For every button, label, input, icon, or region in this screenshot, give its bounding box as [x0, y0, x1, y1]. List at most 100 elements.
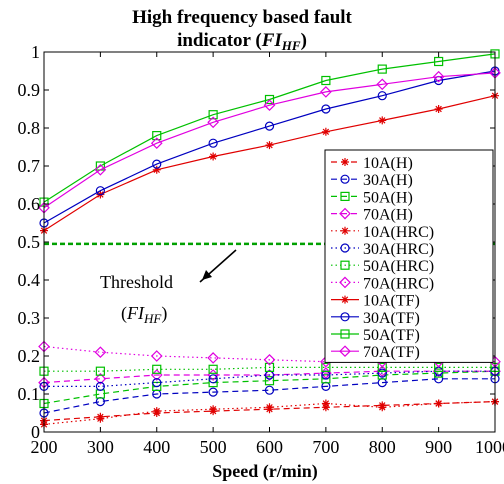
legend-item-70A(HRC): 70A(HRC) — [331, 275, 434, 292]
data-point-30A(HRC)-400 — [152, 378, 162, 388]
legend-marker — [339, 345, 351, 358]
x-tick-label: 300 — [87, 437, 114, 457]
legend-item-50A(TF): 50A(TF) — [331, 327, 420, 344]
series-30A(TF) — [39, 66, 500, 228]
y-tick-label: 0.7 — [18, 156, 41, 176]
legend-item-10A(TF): 10A(TF) — [331, 293, 420, 310]
data-point-50A(H)-500 — [208, 378, 218, 388]
legend-label: 10A(TF) — [363, 293, 420, 310]
y-tick-label: 0.6 — [18, 194, 41, 214]
data-point-10A(HRC)-400 — [152, 407, 161, 416]
data-point-10A(HRC)-500 — [209, 405, 218, 414]
data-point-10A(TF)-900 — [434, 105, 443, 113]
data-point-70A(HRC)-400 — [150, 350, 163, 362]
y-tick-label: 0.3 — [18, 308, 41, 328]
data-point-10A(HRC)-800 — [378, 403, 387, 412]
legend-marker — [340, 174, 350, 184]
threshold-arrow-head — [202, 270, 212, 280]
data-point-50A(TF)-500 — [208, 110, 218, 120]
series-line-30A(TF) — [43, 70, 496, 224]
legend-item-10A(HRC): 10A(HRC) — [331, 224, 434, 241]
legend-label: 10A(HRC) — [363, 224, 434, 241]
data-point-70A(TF)-900 — [432, 70, 445, 83]
data-point-10A(TF)-600 — [265, 141, 274, 150]
y-tick-label: 0.1 — [18, 384, 41, 404]
data-point-30A(TF)-800 — [377, 91, 387, 101]
data-point-70A(TF)-400 — [150, 137, 163, 150]
data-point-50A(TF)-800 — [377, 64, 387, 74]
legend-marker — [340, 329, 350, 339]
y-tick-label: 0.9 — [18, 80, 41, 100]
legend-item-30A(TF): 30A(TF) — [331, 310, 420, 327]
legend-item-10A(H): 10A(H) — [331, 155, 413, 172]
data-point-70A(TF)-700 — [320, 86, 332, 98]
data-point-10A(HRC)-700 — [321, 399, 330, 408]
data-point-10A(HRC)-900 — [434, 399, 443, 408]
data-point-70A(HRC)-300 — [94, 346, 107, 359]
legend-label: 70A(HRC) — [363, 275, 434, 292]
data-point-70A(H)-300 — [94, 372, 107, 385]
y-tick-label: 0 — [31, 422, 40, 442]
legend-marker — [339, 207, 351, 220]
legend-label: 30A(TF) — [363, 310, 420, 327]
x-tick-label: 200 — [31, 437, 58, 457]
data-point-30A(HRC)-500 — [208, 374, 218, 384]
y-tick-label: 0.4 — [18, 270, 41, 290]
data-point-70A(TF)-500 — [207, 116, 219, 129]
legend-label: 30A(HRC) — [363, 241, 434, 258]
axes: 0 0.1 0.2 0.3 0.4 0.5 0.6 0.7 0.8 0.9 1 200 300 400 50… — [18, 42, 504, 457]
legend-item-70A(H): 70A(H) — [331, 207, 413, 224]
legend-box — [324, 149, 494, 363]
data-point-30A(TF)-600 — [264, 121, 275, 131]
series-line-30A(HRC) — [44, 370, 495, 387]
legend-label: 10A(H) — [363, 155, 413, 172]
series-line-70A(TF) — [43, 72, 496, 209]
data-point-50A(TF)-600 — [264, 94, 275, 105]
series-line-50A(HRC) — [44, 366, 495, 372]
legend-marker — [340, 312, 350, 322]
legend-label: 50A(TF) — [363, 327, 420, 344]
legend-marker — [340, 243, 350, 253]
data-point-70A(HRC)-500 — [207, 352, 219, 364]
data-point-50A(H)-700 — [321, 374, 331, 384]
data-point-70A(HRC)-600 — [263, 353, 276, 366]
legend-item-30A(H): 30A(H) — [331, 172, 413, 189]
legend-marker — [341, 226, 349, 235]
series-70A(TF) — [38, 67, 501, 214]
data-point-50A(HRC)-700 — [321, 362, 331, 372]
legend-item-50A(HRC): 50A(HRC) — [331, 258, 434, 275]
y-tick-label: 1 — [31, 42, 40, 62]
legend: 10A(H)30A(H)50A(H)70A(H)10A(HRC)30A(HRC)… — [324, 149, 494, 363]
series-50A(HRC) — [39, 362, 500, 376]
data-point-30A(H)-600 — [264, 385, 275, 395]
data-point-30A(HRC)-800 — [377, 368, 387, 378]
y-tick-label: 0.5 — [18, 232, 41, 252]
legend-label: 70A(TF) — [363, 344, 420, 361]
data-point-50A(HRC)-800 — [377, 362, 387, 372]
x-tick-label: 400 — [143, 437, 170, 457]
legend-item-50A(H): 50A(H) — [331, 189, 413, 206]
legend-label: 30A(H) — [363, 172, 413, 189]
data-point-10A(TF)-800 — [378, 116, 387, 125]
chart-title-line-1: High frequency based fault — [132, 7, 352, 28]
x-tick-label: 1000 — [475, 437, 504, 457]
x-tick-label: 600 — [256, 437, 283, 457]
data-point-10A(TF)-400 — [152, 165, 161, 174]
data-point-50A(HRC)-900 — [434, 362, 444, 372]
data-point-50A(H)-600 — [264, 376, 275, 386]
data-point-30A(TF)-400 — [152, 159, 162, 169]
data-point-10A(TF)-500 — [209, 152, 218, 161]
data-point-50A(HRC)-300 — [95, 366, 105, 376]
data-point-50A(TF)-400 — [152, 131, 162, 141]
threshold-annotation: Threshold (FIHF) — [100, 249, 237, 326]
data-point-50A(HRC)-600 — [264, 362, 275, 372]
y-tick-label: 0.8 — [18, 118, 41, 138]
data-point-70A(H)-800 — [376, 365, 389, 378]
legend-marker — [340, 191, 350, 201]
legend-marker — [341, 295, 349, 304]
data-point-50A(HRC)-500 — [208, 364, 218, 374]
data-point-50A(TF)-700 — [321, 75, 331, 86]
x-axis-label: Speed (r/min) — [212, 461, 318, 482]
data-point-70A(TF)-800 — [376, 78, 389, 91]
